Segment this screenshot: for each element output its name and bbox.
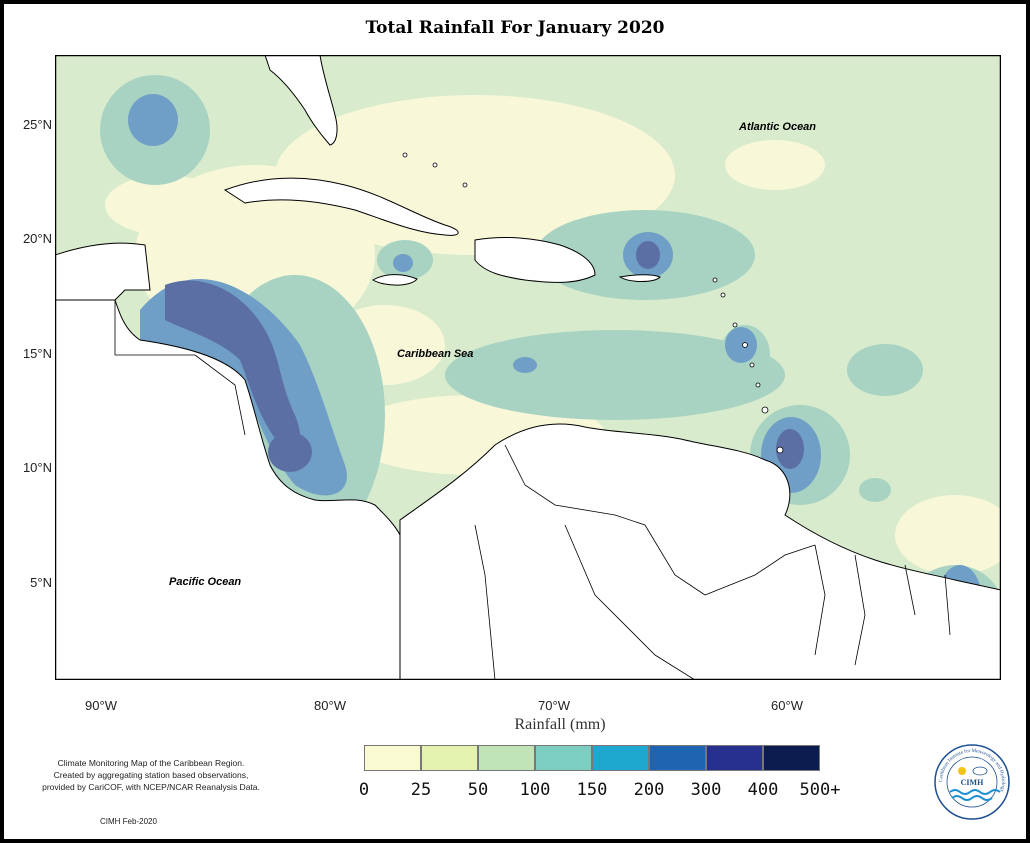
credit-text: CIMH Feb-2020 <box>100 817 157 826</box>
scale-tick-label: 200 <box>633 780 665 800</box>
rainfall-map: Atlantic Ocean Caribbean Sea Pacific Oce… <box>55 55 1001 680</box>
sun-icon <box>958 767 966 775</box>
scale-swatch-100-150 <box>535 745 592 771</box>
atlantic-ocean-label: Atlantic Ocean <box>738 121 816 133</box>
lat-label-5n: 5°N <box>30 575 52 590</box>
scale-tick-label: 25 <box>410 780 432 800</box>
scale-tick-label: 150 <box>576 780 608 800</box>
logo-acronym: CIMH <box>961 778 984 787</box>
scale-swatch-400-500+ <box>763 745 820 771</box>
lesser-antilles <box>402 152 784 454</box>
scale-swatch-25-50 <box>421 745 478 771</box>
wave-icon <box>949 789 1001 795</box>
description-line-2: Created by aggregating station based obs… <box>53 770 249 780</box>
lat-label-10n: 10°N <box>22 460 52 475</box>
scale-tick-label: 100 <box>519 780 551 800</box>
lat-label-25n: 25°N <box>22 117 52 132</box>
scale-tick-label: 50 <box>467 780 489 800</box>
scale-swatch-150-200 <box>592 745 649 771</box>
caribbean-sea-label: Caribbean Sea <box>397 348 473 360</box>
map-canvas: Atlantic Ocean Caribbean Sea Pacific Oce… <box>55 55 1001 680</box>
map-border <box>55 55 1001 680</box>
scale-swatch-300-400 <box>706 745 763 771</box>
lat-label-15n: 15°N <box>22 346 52 361</box>
legend-title: Rainfall (mm) <box>514 716 606 733</box>
description-line-1: Climate Monitoring Map of the Caribbean … <box>57 758 245 768</box>
land-masses <box>55 55 1001 680</box>
scale-tick-label: 500+ <box>799 780 841 800</box>
rainfall-very-high-areas <box>165 241 804 472</box>
map-title: Total Rainfall For January 2020 <box>365 18 665 38</box>
scale-tick-label: 0 <box>358 780 370 800</box>
country-borders <box>114 300 951 680</box>
description-line-3: provided by CariCOF, with NCEP/NCAR Rean… <box>42 782 260 792</box>
scale-swatch-200-300 <box>649 745 706 771</box>
scale-swatch-0-25 <box>364 745 421 771</box>
lon-label-70w: 70°W <box>538 698 570 713</box>
scale-tick-label: 300 <box>690 780 722 800</box>
scale-swatch-50-100 <box>478 745 535 771</box>
map-description: Climate Monitoring Map of the Caribbean … <box>20 757 282 793</box>
pacific-ocean-label: Pacific Ocean <box>169 576 241 588</box>
lon-label-80w: 80°W <box>314 698 346 713</box>
lat-label-20n: 20°N <box>22 231 52 246</box>
cloud-icon <box>972 766 988 776</box>
scale-tick-label: 400 <box>747 780 779 800</box>
lon-label-60w: 60°W <box>771 698 803 713</box>
lon-label-90w: 90°W <box>85 698 117 713</box>
cimh-logo: Caribbean Institute for Meteorology and … <box>934 744 1010 820</box>
